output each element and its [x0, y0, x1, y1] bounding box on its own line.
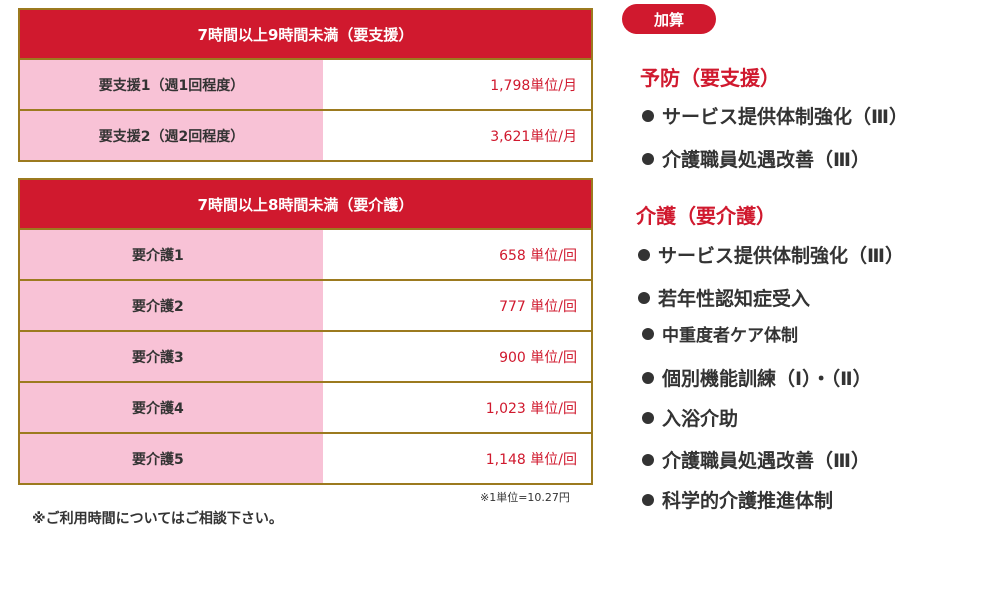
- row-value: 900 単位/回: [323, 332, 591, 381]
- care-section-title: 介護（要介護）: [636, 204, 776, 228]
- addition-badge: 加算: [622, 4, 716, 34]
- row-label: 要介護5: [20, 434, 323, 483]
- table-row: 要介護1 658 単位/回: [20, 230, 591, 281]
- list-item: 若年性認知症受入: [638, 284, 810, 311]
- row-label: 要支援2（週2回程度）: [20, 111, 323, 160]
- row-label: 要介護3: [20, 332, 323, 381]
- care-table-header: 7時間以上8時間未満（要介護）: [20, 180, 591, 230]
- list-item: 入浴介助: [642, 404, 738, 431]
- bullet-icon: [642, 152, 654, 165]
- bullet-icon: [642, 453, 654, 466]
- list-item: 介護職員処遇改善（Ⅲ）: [642, 145, 870, 172]
- prevention-section-title: 予防（要支援）: [640, 66, 780, 90]
- list-item: 科学的介護推進体制: [642, 486, 833, 513]
- bullet-icon: [638, 248, 650, 261]
- row-label: 要支援1（週1回程度）: [20, 60, 323, 109]
- bullet-icon: [642, 493, 654, 506]
- row-label: 要介護1: [20, 230, 323, 279]
- table-row: 要介護4 1,023 単位/回: [20, 383, 591, 434]
- list-item: サービス提供体制強化（Ⅲ）: [638, 241, 904, 268]
- row-value: 658 単位/回: [323, 230, 591, 279]
- list-item: 個別機能訓練（Ⅰ）・（Ⅱ）: [642, 364, 872, 391]
- row-value: 3,621単位/月: [323, 111, 591, 160]
- usage-time-note: ※ご利用時間についてはご相談下さい。: [32, 511, 283, 527]
- row-value: 777 単位/回: [323, 281, 591, 330]
- bullet-icon: [642, 371, 654, 384]
- bullet-icon: [642, 411, 654, 424]
- table-row: 要介護5 1,148 単位/回: [20, 434, 591, 483]
- table-row: 要支援1（週1回程度） 1,798単位/月: [20, 60, 591, 111]
- table-row: 要介護2 777 単位/回: [20, 281, 591, 332]
- support-fee-table: 7時間以上9時間未満（要支援） 要支援1（週1回程度） 1,798単位/月 要支…: [18, 8, 593, 162]
- bullet-icon: [642, 328, 654, 340]
- table-row: 要介護3 900 単位/回: [20, 332, 591, 383]
- row-label: 要介護4: [20, 383, 323, 432]
- bullet-icon: [638, 291, 650, 304]
- support-table-header: 7時間以上9時間未満（要支援）: [20, 10, 591, 60]
- care-fee-table: 7時間以上8時間未満（要介護） 要介護1 658 単位/回 要介護2 777 単…: [18, 178, 593, 485]
- bullet-icon: [642, 109, 654, 122]
- unit-rate-note: ※1単位=10.27円: [480, 491, 570, 504]
- row-label: 要介護2: [20, 281, 323, 330]
- list-item: サービス提供体制強化（Ⅲ）: [642, 102, 908, 129]
- list-item: 介護職員処遇改善（Ⅲ）: [642, 446, 870, 473]
- row-value: 1,023 単位/回: [323, 383, 591, 432]
- row-value: 1,798単位/月: [323, 60, 591, 109]
- list-item: 中重度者ケア体制: [642, 321, 798, 346]
- table-row: 要支援2（週2回程度） 3,621単位/月: [20, 111, 591, 160]
- row-value: 1,148 単位/回: [323, 434, 591, 483]
